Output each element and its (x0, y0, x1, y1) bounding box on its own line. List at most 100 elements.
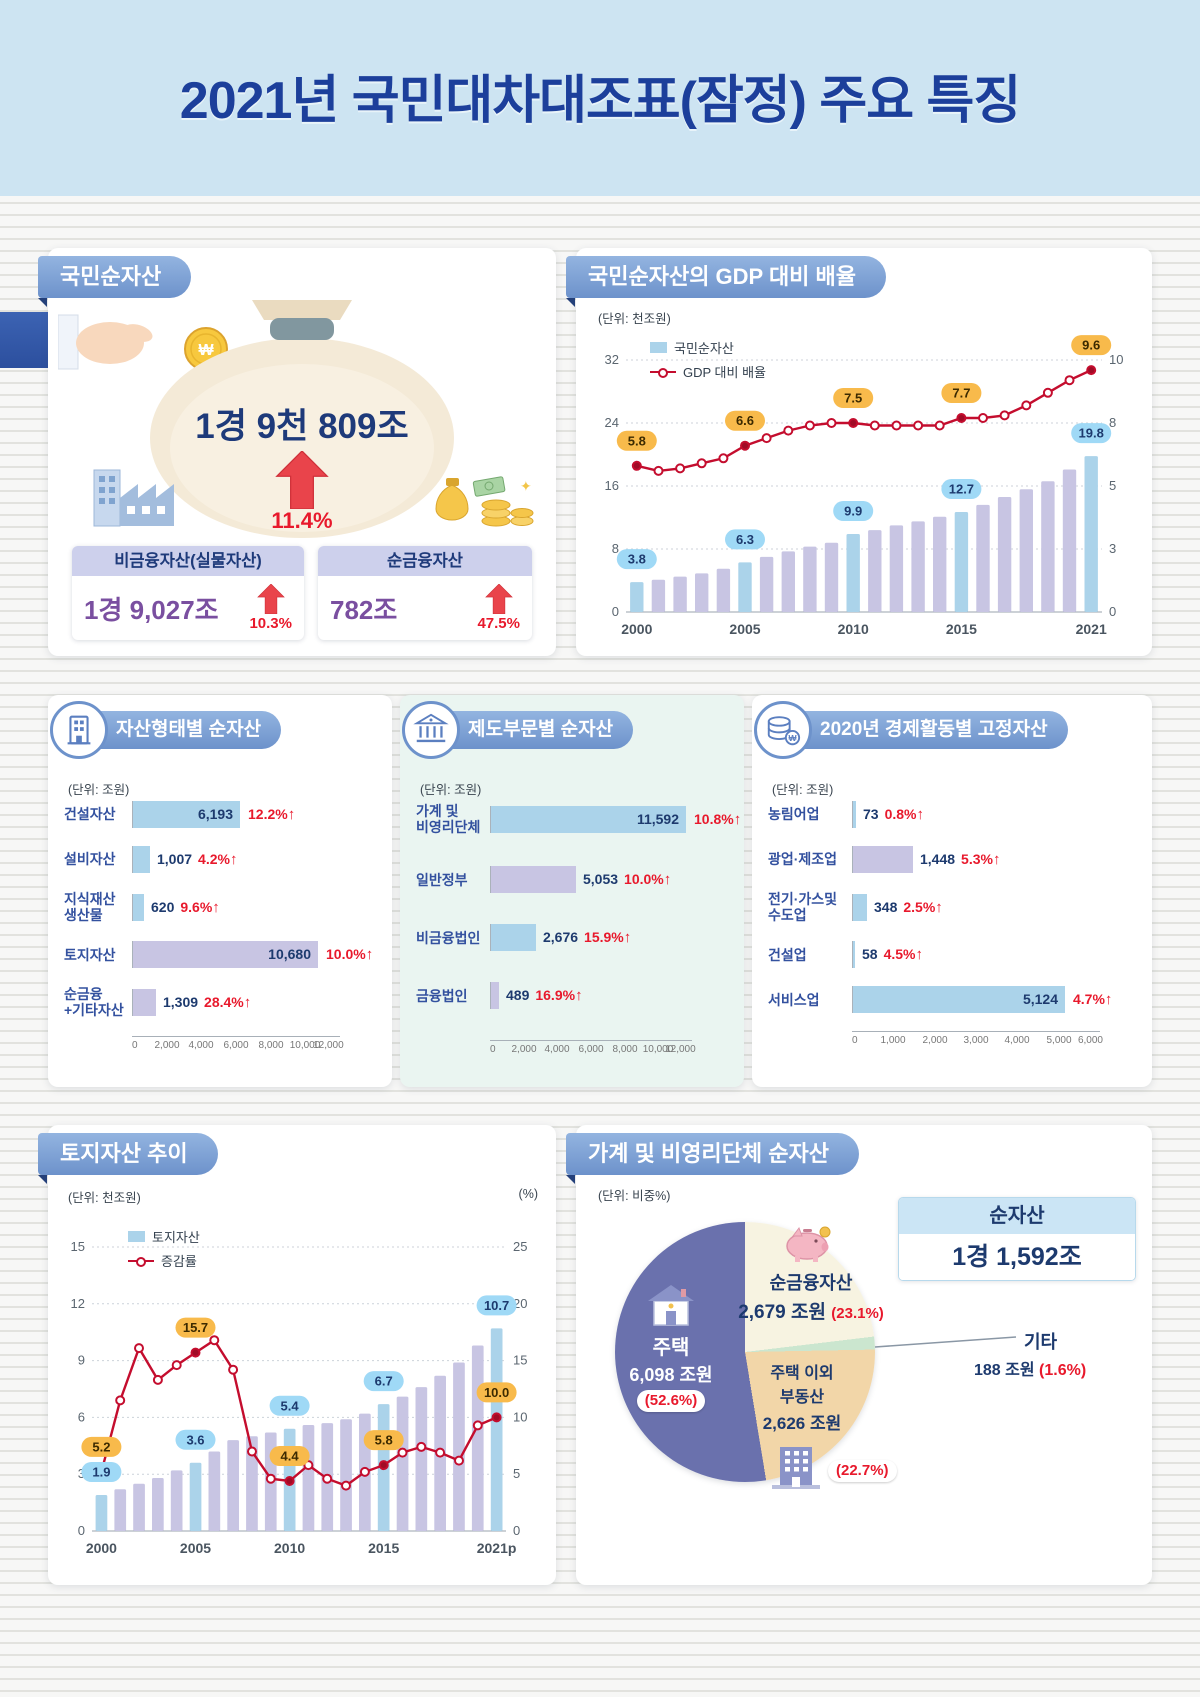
x-axis: 0 2,000 4,000 6,000 8,000 10,000 12,000 (490, 1040, 696, 1059)
bar-track: 58 4.5%↑ (852, 941, 1101, 969)
x-axis: 0 1,000 2,000 3,000 4,000 5,000 6,000 (852, 1031, 1104, 1050)
bar-label: 설비자산 (64, 851, 116, 868)
bar-growth: 28.4%↑ (204, 993, 252, 1011)
land-combo-chart: 0 0 3 5 6 10 9 15 12 20 15 25 2000 2005 2010 2015 2021p … (58, 1209, 542, 1561)
bar-growth: 2.5%↑ (903, 898, 943, 916)
bar-track: 1,309 28.4%↑ (132, 988, 341, 1016)
card-value: 1경 9,027조 (84, 594, 219, 625)
value-callout: 3.8 (616, 549, 657, 570)
axis-tick: 2,000 (511, 1044, 537, 1056)
bar-label: 일반정부 (416, 871, 468, 888)
panel-header-label: 국민순자산 (60, 264, 162, 289)
bar (133, 846, 151, 873)
value-callout: 4.4 (269, 1446, 310, 1466)
asset-type-chart: 건설자산 6,193 12.2%↑ 설비자산 1,007 4.2%↑ 지식재산 생산물 620 9… (64, 801, 373, 1055)
bar-label: 지식재산 생산물 (64, 891, 116, 924)
svg-text:24: 24 (605, 415, 619, 430)
bar-growth: 4.5%↑ (883, 946, 923, 964)
bar-label: 서비스업 (768, 991, 820, 1008)
value-callout: 10.0 (476, 1382, 517, 1403)
svg-text:2000: 2000 (86, 1540, 117, 1556)
legend-label: 국민순자산 (674, 341, 734, 356)
header-fold (38, 298, 47, 307)
svg-text:6.3: 6.3 (736, 532, 754, 547)
svg-text:10.0: 10.0 (484, 1385, 509, 1400)
slice-value: 6,098 조원 (629, 1365, 713, 1385)
net-assets-box-value: 1경 1,592조 (899, 1234, 1135, 1280)
axis-tick: 6,000 (1077, 1035, 1104, 1047)
title-band (0, 0, 1200, 196)
sector-panel: 제도부문별 순자산 (단위: 조원) 가계 및 비영리단체 11,592 10.8%↑… (400, 695, 744, 1087)
slice-pct: (52.6%) (636, 1390, 706, 1412)
legend-bar-item: 국민순자산 (650, 338, 766, 357)
bar-row: 농림어업 73 0.8%↑ (768, 801, 1101, 828)
bar-growth: 10.0%↑ (624, 871, 672, 889)
svg-text:12: 12 (71, 1296, 85, 1311)
svg-text:2021p: 2021p (477, 1540, 517, 1556)
unit-label: (단위: 천조원) (598, 312, 671, 326)
gdp_combo-svg: 0 0 8 3 16 5 24 8 32 10 2000 2005 2010 2015 2021 3.8 5… (605, 335, 1123, 637)
svg-text:10: 10 (513, 1409, 527, 1424)
line-swatch-icon (128, 1259, 154, 1262)
bar (853, 941, 856, 969)
hand-coin-illustration: ₩ (58, 314, 228, 371)
bar-label: 가계 및 비영리단체 (416, 803, 481, 836)
value-callout: 12.7 (941, 479, 982, 499)
svg-text:10.7: 10.7 (484, 1298, 509, 1313)
panel-header-label: 자산형태별 순자산 (116, 719, 262, 740)
svg-text:6.7: 6.7 (375, 1374, 393, 1389)
axis-tick: 12,000 (665, 1044, 696, 1056)
svg-text:3: 3 (1109, 541, 1116, 556)
axis-tick: 6,000 (578, 1044, 604, 1056)
value-callout: 5.2 (81, 1436, 122, 1457)
legend-line-item: 증감률 (128, 1251, 200, 1270)
unit-label-left: (단위: 천조원) (68, 1191, 141, 1205)
svg-text:2015: 2015 (946, 621, 977, 637)
building-icon (50, 701, 108, 759)
bar-row: 전기·가스및 수도업 348 2.5%↑ (768, 891, 1101, 923)
bar-label: 전기·가스및 수도업 (768, 891, 838, 924)
bar-value-group: 620 9.6%↑ (151, 894, 220, 921)
svg-text:3: 3 (78, 1466, 85, 1481)
bar-row: 건설자산 6,193 12.2%↑ (64, 801, 341, 828)
svg-text:15: 15 (71, 1239, 85, 1254)
bar-growth: 12.2%↑ (248, 806, 296, 823)
svg-text:2010: 2010 (274, 1540, 305, 1556)
bar-value-group: 489 16.9%↑ (506, 982, 583, 1009)
bar-value-group: 1,448 5.3%↑ (920, 846, 1000, 873)
svg-text:32: 32 (605, 352, 619, 367)
unit-label: (단위: 조원) (68, 783, 130, 797)
land-assets-panel: 토지자산 추이 (단위: 천조원) (%) 토지자산 증감률 0 0 3 5 6 10 9 1… (38, 1125, 556, 1585)
svg-text:19.8: 19.8 (1079, 426, 1104, 441)
bar-value: 489 (506, 987, 530, 1004)
financial-slice-label: 순금융자산 2,679 조원 (23.1%) (726, 1269, 896, 1324)
svg-text:0: 0 (1109, 604, 1116, 619)
bar-row: 비금융법인 2,676 15.9%↑ (416, 924, 693, 952)
card-title: 순금융자산 (318, 546, 532, 576)
chart-legend: 토지자산 증감률 (128, 1227, 200, 1275)
svg-text:6.6: 6.6 (736, 413, 754, 428)
svg-text:0: 0 (513, 1523, 520, 1538)
etc-leader-line (874, 1336, 1017, 1348)
bar-track: 620 9.6%↑ (132, 893, 341, 921)
svg-text:16: 16 (605, 478, 619, 493)
bar-value: 1,448 (920, 851, 956, 867)
svg-text:9.9: 9.9 (844, 504, 862, 519)
slice-value: 2,626 조원 (762, 1414, 842, 1433)
gdp-combo-chart: 0 0 8 3 16 5 24 8 32 10 2000 2005 2010 2015 2021 3.8 5… (590, 324, 1138, 642)
axis-tick: 6,000 (223, 1040, 249, 1052)
bar-label: 광업·제조업 (768, 851, 838, 868)
axis-tick: 4,000 (544, 1044, 570, 1056)
panel-header: 국민순자산 (38, 256, 192, 298)
bar-row: 건설업 58 4.5%↑ (768, 941, 1101, 969)
svg-text:9.6: 9.6 (1082, 338, 1100, 353)
axis-tick: 0 (132, 1040, 138, 1052)
bar-growth: 10.0%↑ (326, 946, 374, 964)
other-realestate-pct: (22.7%) (828, 1460, 897, 1482)
bar-track: 2,676 15.9%↑ (490, 924, 693, 952)
svg-text:10: 10 (1109, 352, 1123, 367)
value-callout: 6.6 (725, 410, 765, 431)
bar-growth: 10.8%↑ (694, 810, 742, 828)
bar-value: 6,193 (197, 806, 233, 822)
value-callout: 15.7 (175, 1317, 216, 1338)
